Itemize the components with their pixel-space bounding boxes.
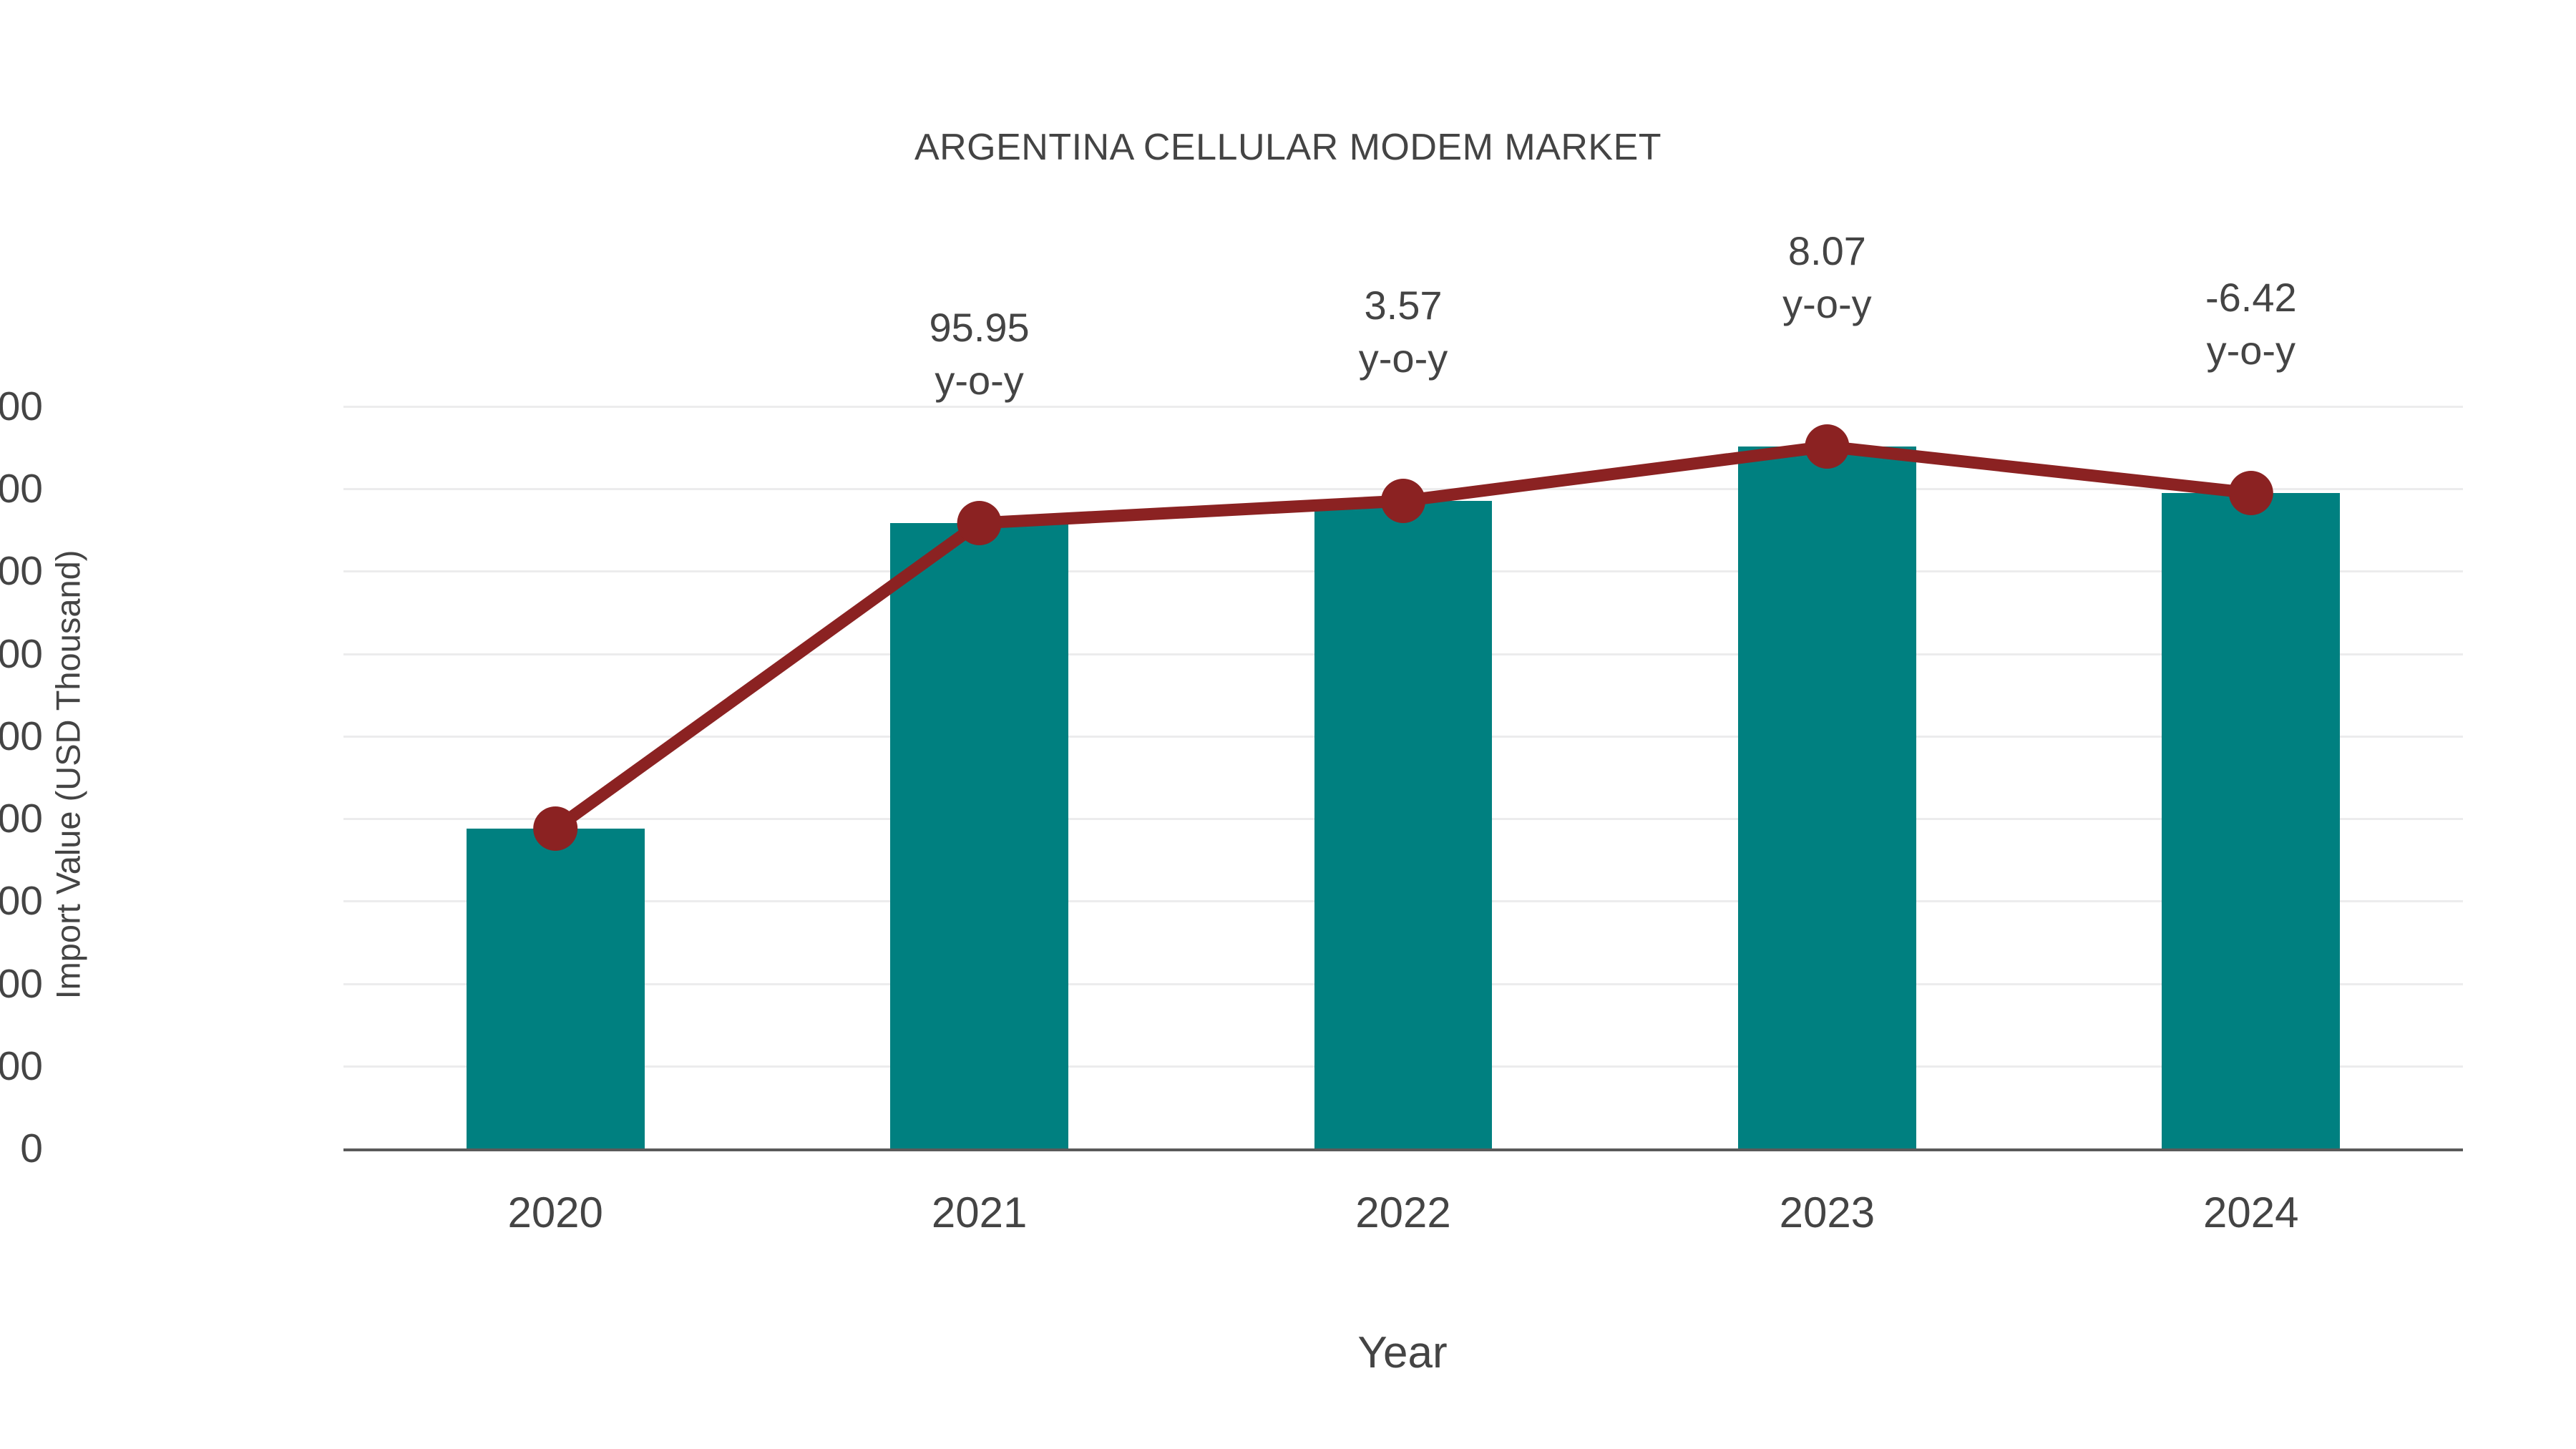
growth-annotation: 8.07 y-o-y <box>1782 225 1871 331</box>
x-axis-tick-label: 2020 <box>507 1189 603 1236</box>
y-axis-tick-label: 30000 <box>0 878 43 924</box>
chart-title: ARGENTINA CELLULAR MODEM MARKET <box>914 127 1662 168</box>
bar[interactable] <box>1737 447 1916 1148</box>
y-axis-tick-label: 0 <box>20 1126 43 1171</box>
growth-annotation-value: 3.57 <box>1364 282 1443 328</box>
x-axis-line <box>343 1148 2463 1151</box>
gridline <box>343 406 2463 408</box>
x-axis-tick-label: 2024 <box>2203 1189 2299 1236</box>
plot-area <box>343 406 2463 1151</box>
y-axis-tick-label: 80000 <box>0 466 43 512</box>
gridline <box>343 488 2463 491</box>
growth-annotation-unit: y-o-y <box>935 358 1024 404</box>
bar[interactable] <box>466 829 645 1148</box>
growth-annotation: -6.42 y-o-y <box>2205 271 2297 378</box>
y-axis-tick-label: 40000 <box>0 796 43 842</box>
x-axis-tick-label: 2022 <box>1355 1189 1451 1236</box>
y-axis-title: Import Value (USD Thousand) <box>49 550 87 1000</box>
growth-annotation-unit: y-o-y <box>1358 336 1448 381</box>
y-axis-tick-label: 70000 <box>0 548 43 595</box>
y-axis-tick-label: 90000 <box>0 384 43 429</box>
growth-annotation: 3.57 y-o-y <box>1359 279 1448 386</box>
y-axis-tick-label: 10000 <box>0 1043 43 1089</box>
growth-annotation: 95.95 y-o-y <box>930 301 1030 408</box>
bar[interactable] <box>890 522 1068 1148</box>
x-axis-title: Year <box>1357 1328 1448 1377</box>
y-axis-tick-label: 50000 <box>0 713 43 759</box>
growth-annotation-value: 95.95 <box>929 304 1030 350</box>
y-axis-tick-label: 20000 <box>0 960 43 1007</box>
growth-annotation-unit: y-o-y <box>1782 281 1872 327</box>
growth-annotation-value: 8.07 <box>1787 228 1866 273</box>
bar[interactable] <box>2162 492 2341 1148</box>
bar[interactable] <box>1314 501 1493 1148</box>
growth-annotation-unit: y-o-y <box>2206 328 2296 374</box>
growth-annotation-value: -6.42 <box>2205 274 2297 320</box>
x-axis-tick-label: 2021 <box>931 1189 1028 1236</box>
y-axis-tick-label: 60000 <box>0 630 43 677</box>
x-axis-tick-label: 2023 <box>1779 1189 1875 1236</box>
